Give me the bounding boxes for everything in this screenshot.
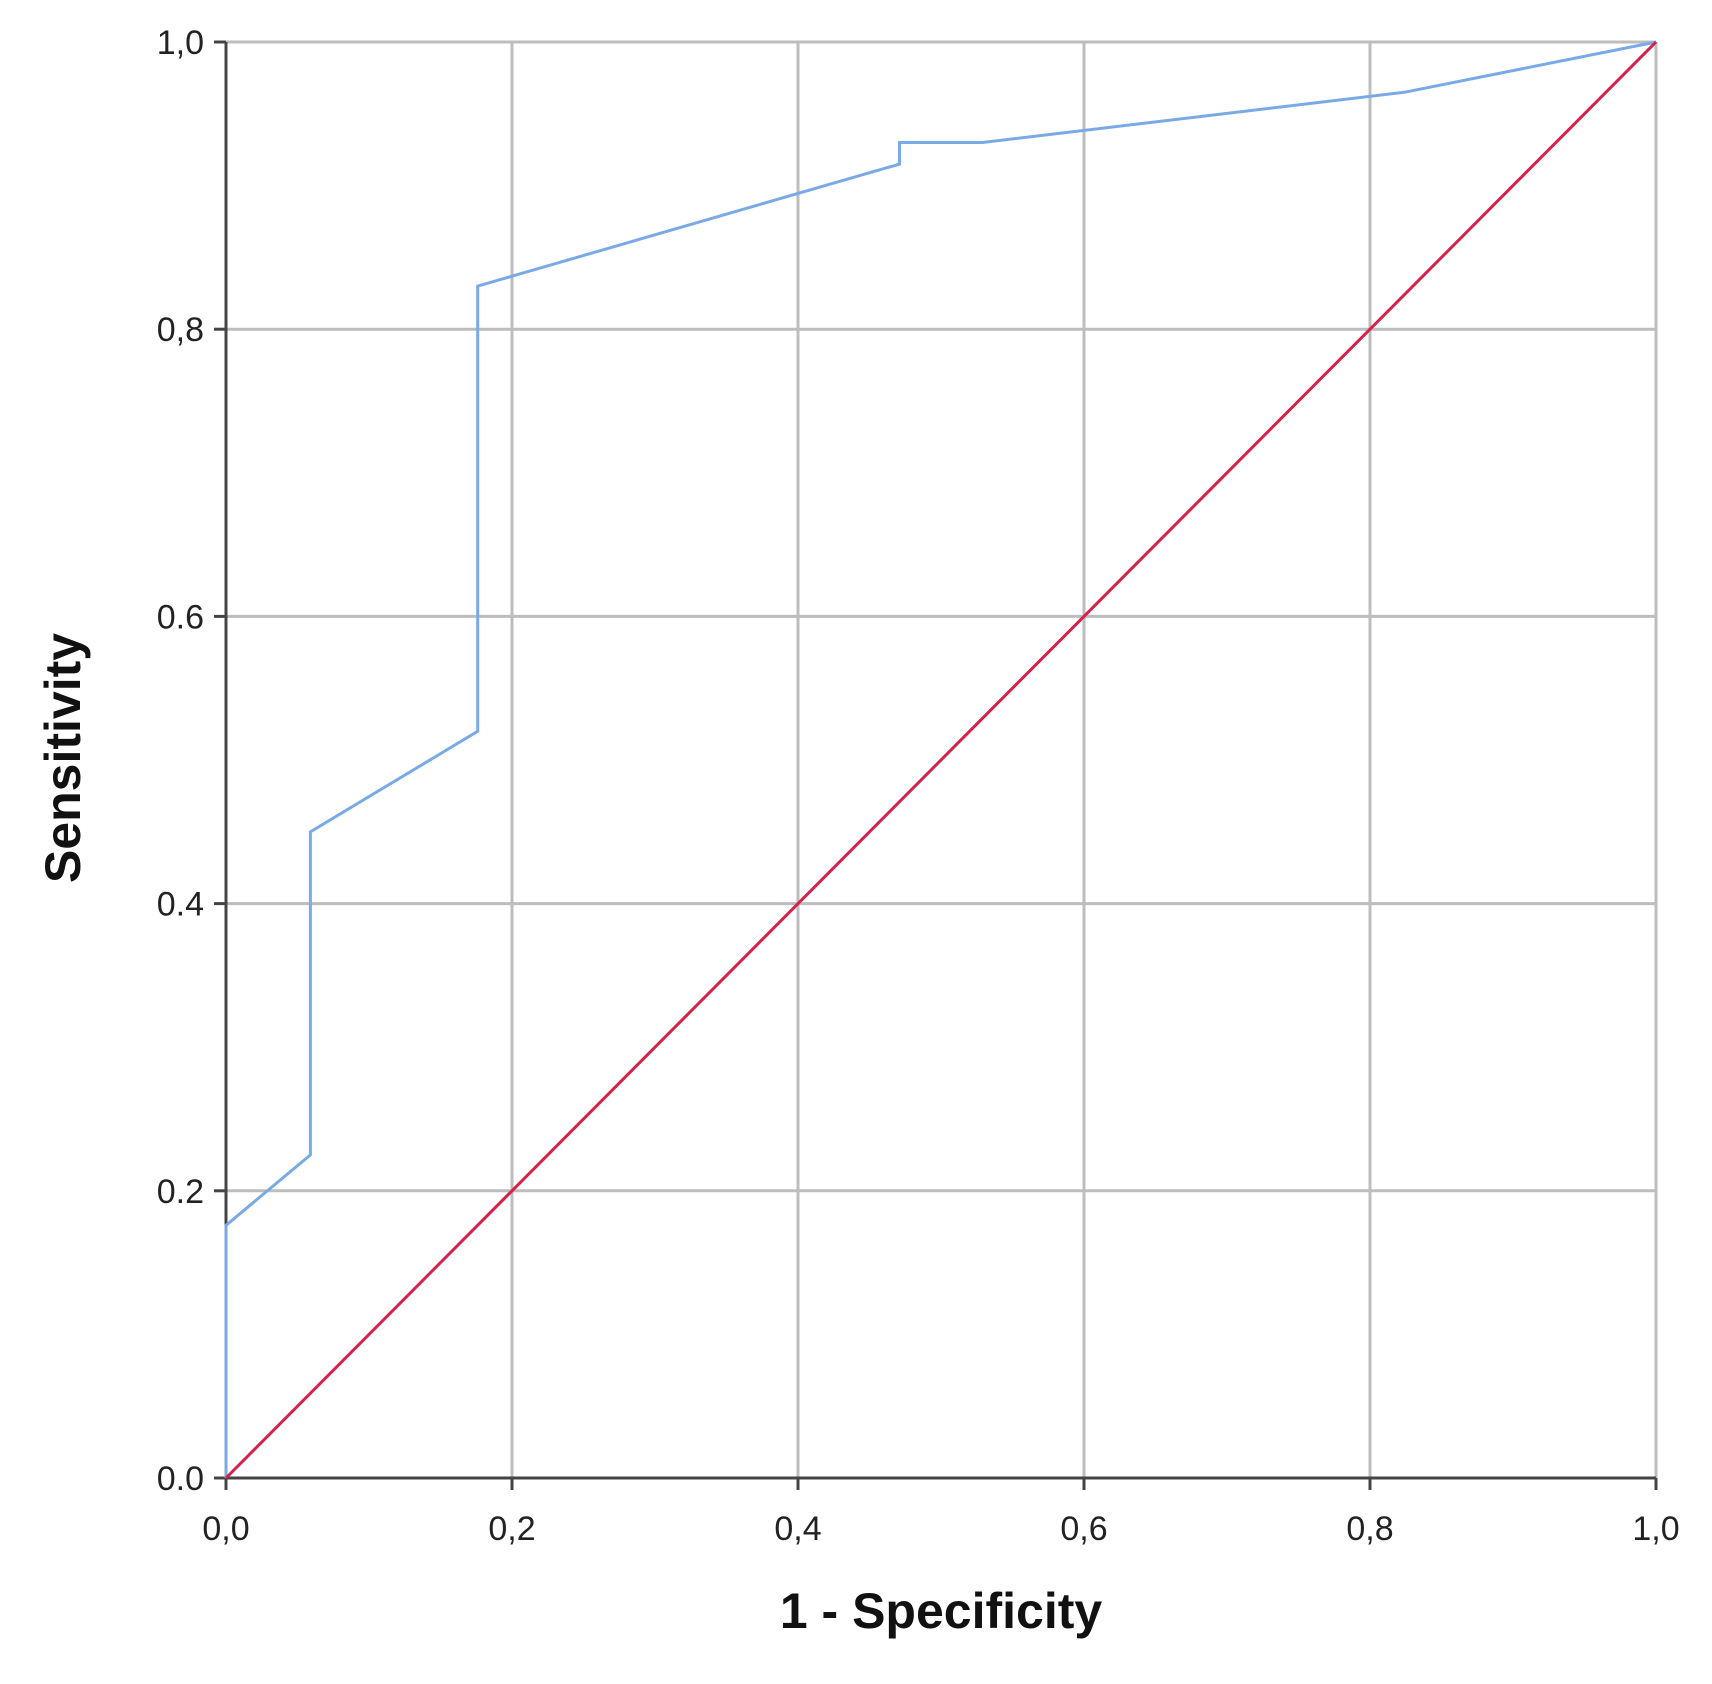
x-tick-label: 0,6 xyxy=(1060,1510,1107,1548)
y-tick-label: 0.2 xyxy=(157,1173,204,1211)
y-tick-labels: 0.0 0.2 0.4 0.6 0,8 1,0 xyxy=(157,24,204,1498)
y-tick-label: 1,0 xyxy=(157,24,204,62)
y-axis-title: Sensitivity xyxy=(35,633,91,883)
x-tick-labels: 0,0 0,2 0,4 0,6 0,8 1,0 xyxy=(202,1510,1679,1548)
x-tick-label: 0,2 xyxy=(488,1510,535,1548)
x-tick-label: 0,8 xyxy=(1346,1510,1393,1548)
roc-curve-line xyxy=(224,40,1657,1478)
x-tick-label: 1,0 xyxy=(1632,1510,1679,1548)
x-tick-label: 0,0 xyxy=(202,1510,249,1548)
y-tick-label: 0.4 xyxy=(157,886,204,924)
y-tick-label: 0.6 xyxy=(157,598,204,636)
x-axis-title: 1 - Specificity xyxy=(780,1583,1103,1639)
series xyxy=(224,40,1658,1480)
x-tick-label: 0,4 xyxy=(774,1510,821,1548)
reference-diagonal-line xyxy=(224,40,1658,1480)
y-tick-label: 0.0 xyxy=(157,1460,204,1498)
grid-lines xyxy=(226,40,1658,1478)
y-tick-label: 0,8 xyxy=(157,311,204,349)
